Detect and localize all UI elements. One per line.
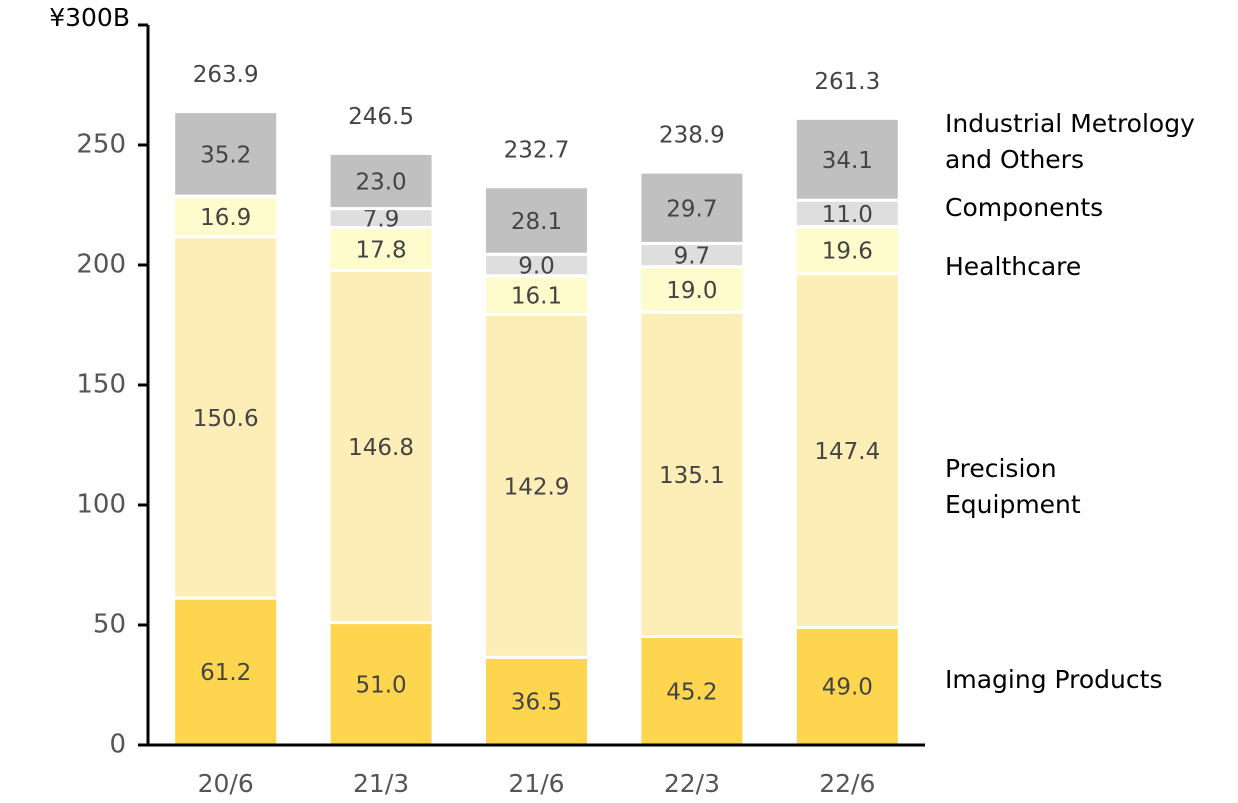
- bar-segment: [483, 274, 590, 316]
- value-label: 7.9: [363, 207, 400, 233]
- total-label: 263.9: [193, 62, 259, 88]
- value-label: 45.2: [666, 679, 717, 705]
- bar-segment: [793, 116, 901, 202]
- value-label: 29.7: [666, 196, 717, 222]
- value-label: 142.9: [504, 474, 570, 500]
- value-label: 49.0: [822, 675, 873, 701]
- legend-label: Healthcare: [945, 252, 1082, 281]
- value-label: 16.9: [200, 205, 251, 231]
- value-label: 17.8: [355, 237, 406, 263]
- value-label: 51.0: [355, 672, 406, 698]
- bar-segment: [483, 312, 590, 659]
- y-tick-label: 100: [76, 490, 126, 520]
- y-tick-label: 0: [109, 730, 126, 760]
- y-tick-label: 250: [76, 130, 126, 160]
- total-label: 261.3: [814, 69, 880, 95]
- value-label: 19.6: [822, 239, 873, 265]
- total-label: 232.7: [504, 137, 570, 163]
- bar-segment: [327, 226, 435, 272]
- value-label: 9.7: [674, 244, 711, 270]
- value-label: 150.6: [193, 406, 259, 432]
- value-label: 9.0: [518, 254, 555, 280]
- x-tick-label: 22/6: [819, 769, 875, 798]
- x-tick-label: 22/3: [664, 769, 720, 798]
- value-label: 34.1: [822, 148, 873, 174]
- bar-segment: [793, 198, 901, 229]
- x-tick-label: 21/6: [508, 769, 564, 798]
- bar-segment: [638, 310, 746, 639]
- y-tick-label: 150: [76, 370, 126, 400]
- bar-segment: [327, 621, 435, 747]
- legend-label: Precision Equipment: [945, 454, 1081, 519]
- bar-segment: [483, 655, 590, 747]
- value-label: 36.5: [511, 690, 562, 716]
- x-tick-label: 20/6: [198, 769, 254, 798]
- y-tick-label: 50: [93, 610, 126, 640]
- bar-segment: [483, 185, 590, 256]
- value-label: 28.1: [511, 209, 562, 235]
- legend-label: Imaging Products: [945, 665, 1163, 694]
- value-label: 146.8: [348, 435, 414, 461]
- value-label: 16.1: [511, 284, 562, 310]
- total-label: 238.9: [659, 123, 725, 149]
- value-label: 35.2: [200, 142, 251, 168]
- value-label: 23.0: [355, 170, 406, 196]
- y-tick-label: ¥300B: [49, 3, 130, 32]
- bar-segment: [638, 170, 746, 245]
- y-tick-label: 200: [76, 250, 126, 280]
- legend-label: Industrial Metrology and Others: [945, 109, 1195, 174]
- legend-label: Components: [945, 193, 1104, 222]
- bar-segment: [327, 151, 435, 211]
- value-label: 61.2: [200, 660, 251, 686]
- bar-segment: [327, 268, 435, 625]
- value-label: 11.0: [822, 202, 873, 228]
- value-label: 19.0: [666, 278, 717, 304]
- bar-segment: [172, 110, 280, 198]
- x-tick-label: 21/3: [353, 769, 409, 798]
- value-label: 147.4: [814, 439, 880, 465]
- value-label: 135.1: [659, 463, 725, 489]
- total-label: 246.5: [348, 104, 414, 130]
- bar-segment: [793, 272, 901, 629]
